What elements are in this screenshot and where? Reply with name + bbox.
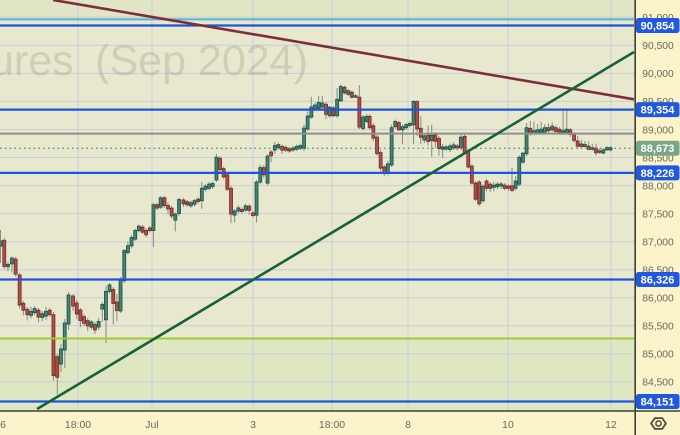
svg-text:84,151: 84,151 bbox=[641, 397, 675, 409]
svg-text:89,354: 89,354 bbox=[641, 105, 676, 117]
svg-text:12: 12 bbox=[605, 419, 617, 431]
svg-text:90,500: 90,500 bbox=[642, 41, 674, 52]
svg-text:89,000: 89,000 bbox=[642, 125, 674, 136]
svg-text:10: 10 bbox=[502, 419, 514, 431]
svg-text:86,326: 86,326 bbox=[641, 275, 675, 287]
svg-text:90,000: 90,000 bbox=[642, 69, 674, 80]
svg-text:87,000: 87,000 bbox=[642, 238, 674, 249]
svg-text:87,500: 87,500 bbox=[642, 209, 674, 220]
svg-text:Jul: Jul bbox=[145, 419, 158, 431]
svg-text:85,000: 85,000 bbox=[642, 350, 674, 361]
svg-text:88,226: 88,226 bbox=[641, 168, 675, 180]
svg-text:18:00: 18:00 bbox=[319, 419, 345, 431]
svg-text:88,000: 88,000 bbox=[642, 181, 674, 192]
svg-text:85,500: 85,500 bbox=[642, 322, 674, 333]
svg-text:ures (Sep 2024): ures (Sep 2024) bbox=[0, 37, 308, 85]
svg-text:90,854: 90,854 bbox=[641, 21, 676, 33]
svg-text:84,500: 84,500 bbox=[642, 378, 674, 389]
svg-text:3: 3 bbox=[250, 419, 256, 431]
svg-text:8: 8 bbox=[405, 419, 411, 431]
svg-text:86,500: 86,500 bbox=[642, 266, 674, 277]
svg-text:88,673: 88,673 bbox=[641, 143, 675, 155]
svg-text:88,500: 88,500 bbox=[642, 153, 674, 164]
svg-text:6: 6 bbox=[0, 419, 6, 431]
svg-text:86,000: 86,000 bbox=[642, 294, 674, 305]
svg-text:18:00: 18:00 bbox=[65, 419, 91, 431]
